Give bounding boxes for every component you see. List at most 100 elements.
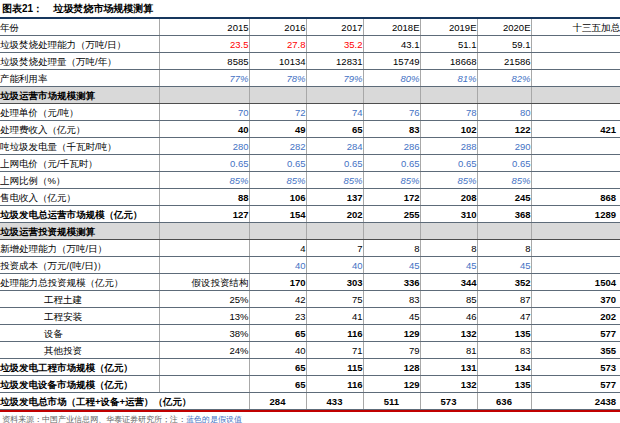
value-cell: 10134 xyxy=(249,53,306,70)
value-cell: 15749 xyxy=(363,53,420,70)
row-label: 吨垃圾发电量（千瓦时/吨） xyxy=(0,138,159,155)
value-cell: 78 xyxy=(420,104,477,121)
section-cell xyxy=(363,223,420,240)
value-cell: 45 xyxy=(363,308,420,325)
value-cell: 25% xyxy=(159,291,249,308)
value-cell: 79 xyxy=(363,342,420,359)
value-cell: 116 xyxy=(306,376,363,393)
value-cell: 122 xyxy=(477,121,531,138)
value-cell: 81 xyxy=(420,342,477,359)
value-cell xyxy=(159,257,249,274)
table-row: 垃圾发电工程市场规模（亿元）65115128131134573 xyxy=(0,359,620,376)
total-cell xyxy=(531,172,620,189)
section-cell xyxy=(531,223,620,240)
value-cell: 102 xyxy=(420,121,477,138)
row-label: 垃圾发电工程市场规模（亿元） xyxy=(0,359,159,376)
row-label: 工程安装 xyxy=(0,308,159,325)
value-cell: 573 xyxy=(420,393,477,410)
total-cell: 577 xyxy=(531,325,620,342)
table-row: 售电收入（亿元）88106137172208245868 xyxy=(0,189,620,206)
row-label: 处理费收入（亿元） xyxy=(0,121,159,138)
value-cell: 72 xyxy=(249,104,306,121)
value-cell: 286 xyxy=(363,138,420,155)
value-cell: 65 xyxy=(249,376,306,393)
row-label: 产能利用率 xyxy=(0,70,159,87)
value-cell: 23.5 xyxy=(159,36,249,53)
col-header-2016: 2016 xyxy=(249,19,306,36)
total-cell xyxy=(531,257,620,274)
assumption-note: 蓝色的是假设值 xyxy=(186,415,242,423)
value-cell: 76 xyxy=(363,104,420,121)
value-cell: 81% xyxy=(420,70,477,87)
value-cell: 116 xyxy=(306,325,363,342)
value-cell: 40 xyxy=(249,257,306,274)
table-row: 投资成本（万元/(吨/日)）4040454545 xyxy=(0,257,620,274)
value-cell: 368 xyxy=(477,206,531,223)
col-header-2018E: 2018E xyxy=(363,19,420,36)
value-cell: 135 xyxy=(477,376,531,393)
row-label: 垃圾发电设备市场规模（亿元） xyxy=(0,376,159,393)
value-cell: 83 xyxy=(477,342,531,359)
total-cell xyxy=(531,53,620,70)
value-cell: 280 xyxy=(159,138,249,155)
value-cell: 85% xyxy=(249,172,306,189)
section-cell xyxy=(306,87,363,104)
value-cell: 75 xyxy=(306,291,363,308)
row-label: 垃圾焚烧处理能力（万吨/日） xyxy=(0,36,159,53)
row-label: 其他投资 xyxy=(0,342,159,359)
value-cell: 88 xyxy=(159,189,249,206)
value-cell: 51.1 xyxy=(420,36,477,53)
row-label: 新增处理能力（万吨/日） xyxy=(0,240,159,257)
value-cell: 87 xyxy=(477,291,531,308)
section-cell xyxy=(306,223,363,240)
row-label: 工程土建 xyxy=(0,291,159,308)
value-cell: 132 xyxy=(420,325,477,342)
value-cell: 40 xyxy=(306,257,363,274)
value-cell: 7 xyxy=(306,240,363,257)
value-cell: 65 xyxy=(306,121,363,138)
value-cell: 38% xyxy=(159,325,249,342)
value-cell: 208 xyxy=(420,189,477,206)
table-row: 垃圾发电总运营市场规模（亿元）1271542022553103681289 xyxy=(0,206,620,223)
total-cell: 577 xyxy=(531,376,620,393)
section-title: 垃圾运营投资规模测算 xyxy=(0,223,159,240)
value-cell: 115 xyxy=(306,359,363,376)
total-cell xyxy=(531,70,620,87)
total-cell xyxy=(531,36,620,53)
value-cell: 45 xyxy=(363,257,420,274)
total-cell: 868 xyxy=(531,189,620,206)
value-cell: 13% xyxy=(159,308,249,325)
value-cell: 71 xyxy=(306,342,363,359)
value-cell: 70 xyxy=(159,104,249,121)
value-cell: 132 xyxy=(420,376,477,393)
value-cell: 46 xyxy=(420,308,477,325)
total-cell: 1289 xyxy=(531,206,620,223)
total-cell: 2438 xyxy=(531,393,620,410)
value-cell: 8 xyxy=(363,240,420,257)
total-cell xyxy=(531,155,620,172)
section-header-row: 垃圾运营投资规模测算 xyxy=(0,223,620,240)
value-cell: 255 xyxy=(363,206,420,223)
value-cell: 23 xyxy=(249,308,306,325)
table-row: 产能利用率77%78%79%80%81%82% xyxy=(0,70,620,87)
section-cell xyxy=(420,223,477,240)
value-cell: 344 xyxy=(420,274,477,291)
value-cell: 0.65 xyxy=(420,155,477,172)
value-cell: 77% xyxy=(159,70,249,87)
value-cell: 202 xyxy=(306,206,363,223)
section-cell xyxy=(477,87,531,104)
col-header-2020E: 2020E xyxy=(477,19,531,36)
table-row: 垃圾发电总市场（工程+设备+运营）（亿元）2844335115736362438 xyxy=(0,393,620,410)
report-figure-page: 图表21：垃圾焚烧市场规模测算 年份2015201620172018E2019E… xyxy=(0,0,620,423)
table-row: 处理费收入（亿元）40496583102122421 xyxy=(0,121,620,138)
table-row: 垃圾焚烧处理量（万吨/年）858510134128311574918668215… xyxy=(0,53,620,70)
total-cell: 355 xyxy=(531,342,620,359)
value-cell: 154 xyxy=(249,206,306,223)
row-label: 上网电价（元/千瓦时） xyxy=(0,155,159,172)
value-cell: 135 xyxy=(477,325,531,342)
value-cell: 282 xyxy=(249,138,306,155)
row-label: 处理能力总投资规模（亿元） xyxy=(0,274,159,291)
value-cell: 284 xyxy=(249,393,306,410)
section-header-row: 垃圾运营市场规模测算 xyxy=(0,87,620,104)
value-cell: 129 xyxy=(363,325,420,342)
